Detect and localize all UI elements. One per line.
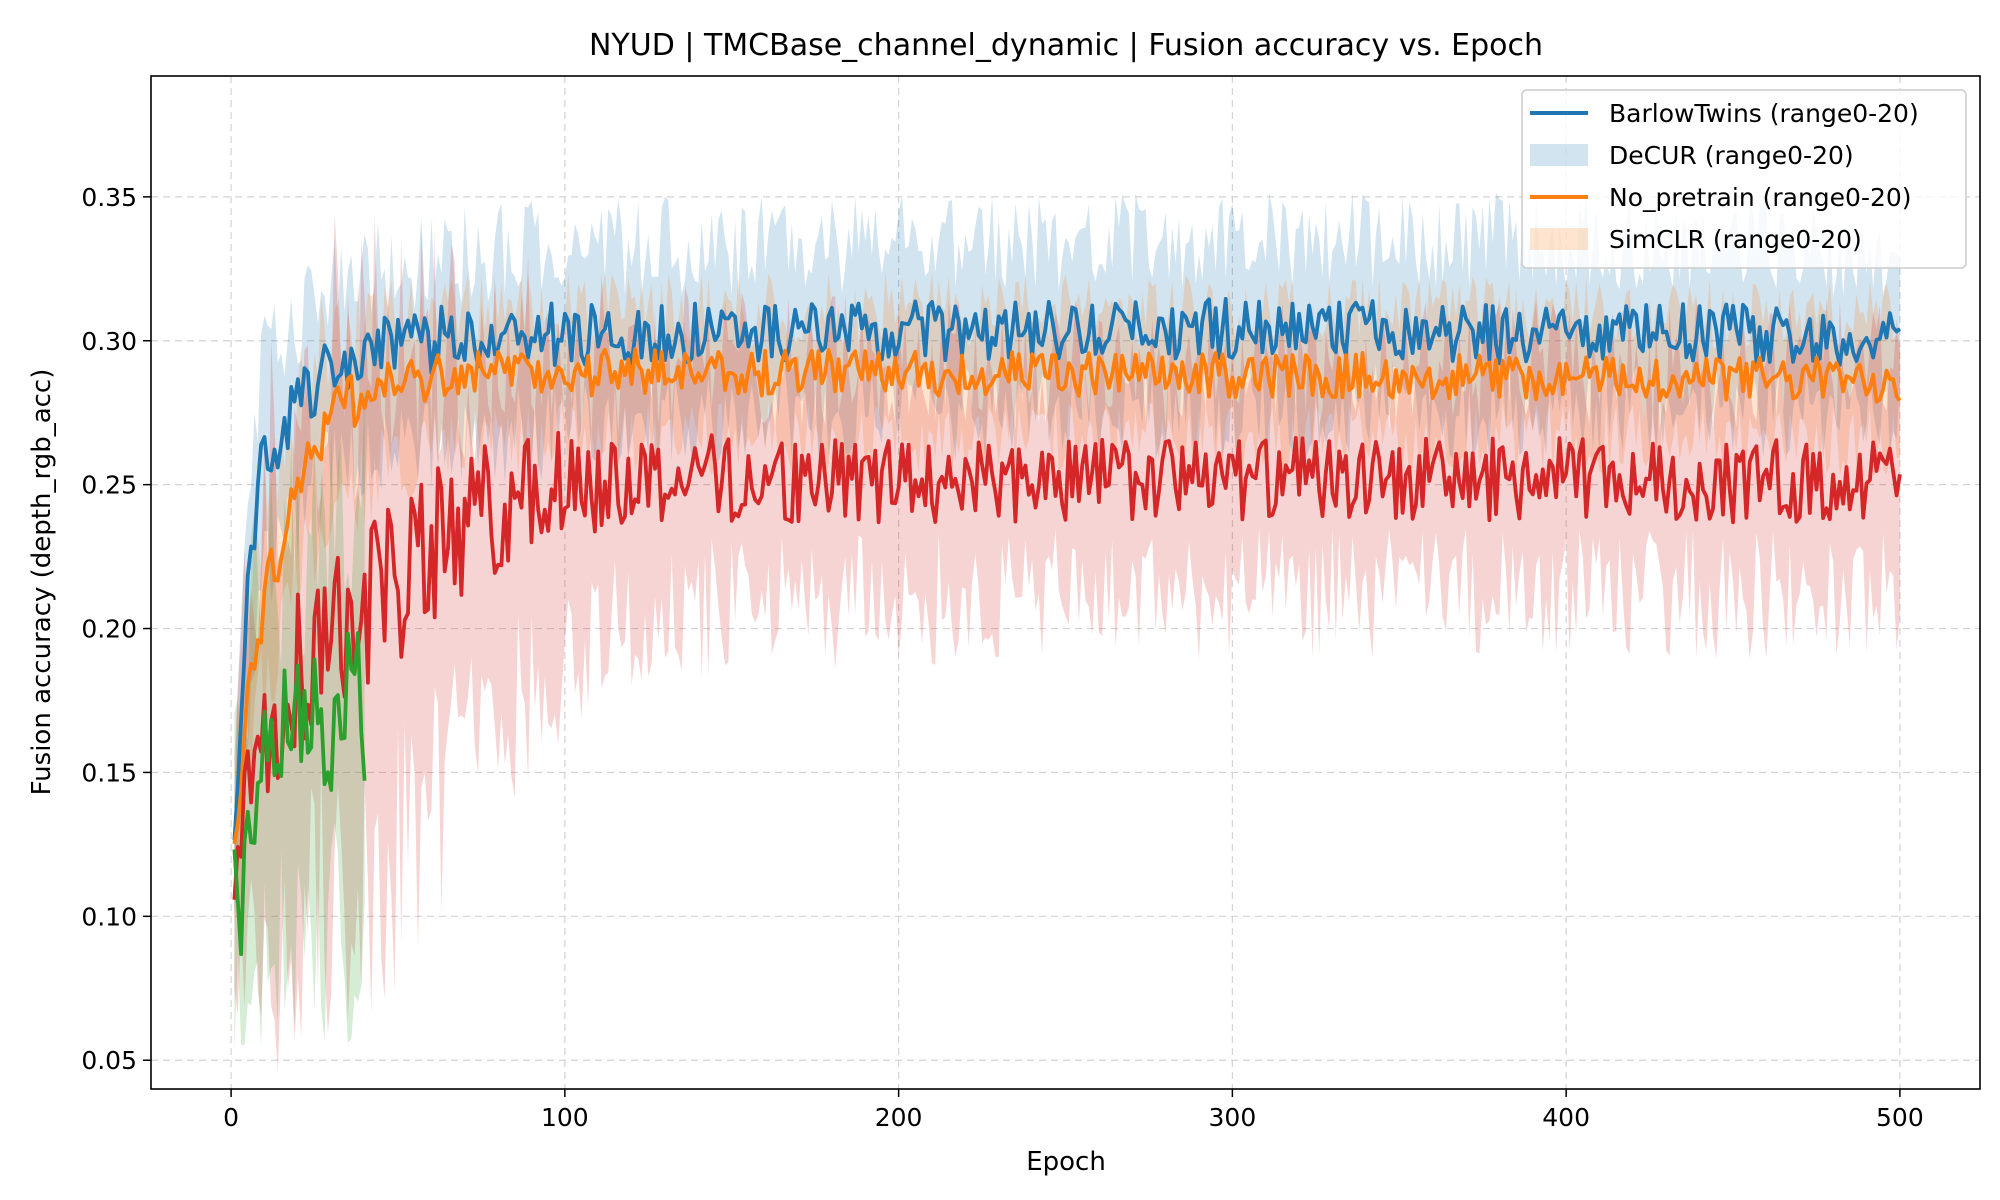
y-tick-label-4: 0.25: [81, 471, 137, 500]
y-tick-label-1: 0.10: [81, 902, 137, 931]
x-tick-label-2: 200: [875, 1103, 923, 1132]
x-tick-label-3: 300: [1209, 1103, 1257, 1132]
legend-entries: BarlowTwins (range0-20) DeCUR (range0-20)…: [1530, 99, 1919, 254]
series-line-1: [232, 347, 1902, 845]
series-line-2: [232, 430, 1902, 900]
y-axis-ticks: 0.05 0.10 0.15 0.20 0.25 0.30 0.35: [81, 183, 151, 1075]
y-tick-label-0: 0.05: [81, 1046, 137, 1075]
line-layer: [232, 296, 1902, 957]
x-axis-label: Epoch: [1026, 1147, 1106, 1177]
y-tick-label-3: 0.20: [81, 615, 137, 644]
y-tick-label-6: 0.35: [81, 183, 137, 212]
x-tick-label-1: 100: [541, 1103, 589, 1132]
series-line-0: [232, 296, 1902, 841]
x-tick-label-4: 400: [1542, 1103, 1590, 1132]
legend-box: [1521, 89, 1967, 269]
legend-swatch-1: [1530, 144, 1588, 166]
series-line-3: [232, 631, 367, 957]
series-band-1: [234, 271, 1900, 922]
x-tick-label-0: 0: [223, 1103, 239, 1132]
legend-label-1: DeCUR (range0-20): [1609, 141, 1854, 170]
y-axis-label: Fusion accuracy (depth_rgb_acc): [27, 369, 57, 796]
x-axis-ticks: 0 100 200 300 400 500: [223, 1089, 1924, 1132]
y-tick-label-2: 0.15: [81, 758, 137, 787]
legend-label-0: BarlowTwins (range0-20): [1609, 99, 1919, 128]
chart-title: NYUD | TMCBase_channel_dynamic | Fusion …: [589, 28, 1543, 63]
plot-area-frame: [150, 75, 1981, 1090]
legend-label-3: SimCLR (range0-20): [1609, 225, 1862, 254]
legend: BarlowTwins (range0-20) DeCUR (range0-20)…: [1521, 89, 1967, 269]
legend-swatch-3: [1530, 228, 1588, 250]
y-tick-label-5: 0.30: [81, 327, 137, 356]
series-band-2: [234, 213, 1900, 1072]
legend-label-2: No_pretrain (range0-20): [1609, 183, 1912, 212]
x-tick-label-5: 500: [1876, 1103, 1924, 1132]
